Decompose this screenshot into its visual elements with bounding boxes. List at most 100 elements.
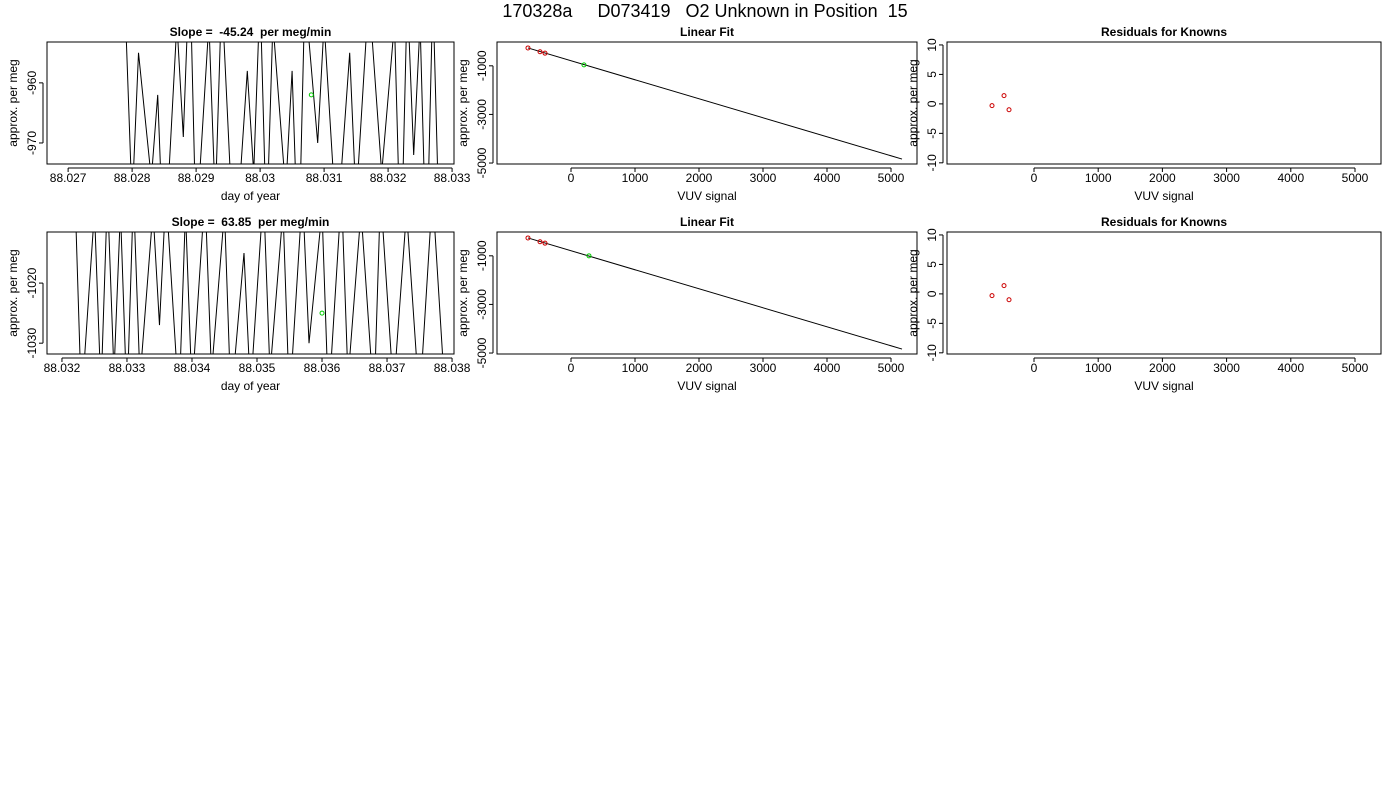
x-axis-title: day of year	[221, 189, 280, 203]
x-tick-label: 1000	[622, 361, 649, 375]
data-point	[586, 253, 592, 259]
y-axis-title: approx. per meg	[906, 249, 920, 336]
x-tick-label: 4000	[814, 361, 841, 375]
x-axis-title: day of year	[221, 379, 280, 393]
data-point	[1001, 93, 1007, 99]
x-tick-label: 2000	[686, 171, 713, 185]
y-axis-title: approx. per meg	[6, 59, 20, 146]
x-axis-title: VUV signal	[677, 189, 736, 203]
y-tick-label: -970	[25, 131, 39, 155]
panel-title: Residuals for Knowns	[1101, 215, 1227, 229]
panel-title: Slope = -45.24 per meg/min	[170, 25, 332, 39]
x-tick-label: 4000	[1277, 361, 1304, 375]
y-tick-label: 10	[925, 38, 939, 52]
x-tick-label: 1000	[1085, 171, 1112, 185]
x-tick-label: 3000	[750, 171, 777, 185]
y-tick-label: -3000	[475, 99, 489, 130]
x-tick-label: 2000	[1149, 171, 1176, 185]
plot-frame	[496, 41, 918, 165]
y-tick-label: -960	[25, 71, 39, 95]
x-tick-label: 2000	[686, 361, 713, 375]
data-point	[1006, 297, 1012, 303]
x-axis-title: VUV signal	[677, 379, 736, 393]
x-tick-label: 5000	[1342, 171, 1369, 185]
x-tick-label: 0	[568, 171, 575, 185]
panel: Residuals for Knowns VUV signal approx. pe…	[906, 25, 1382, 203]
data-point	[989, 293, 995, 299]
data-point	[537, 239, 543, 245]
x-tick-label: 88.037	[369, 361, 406, 375]
panel-title: Residuals for Knowns	[1101, 25, 1227, 39]
x-tick-label: 5000	[878, 171, 905, 185]
plot-frame	[46, 41, 455, 165]
x-tick-label: 88.034	[174, 361, 211, 375]
x-tick-label: 1000	[1085, 361, 1112, 375]
plot-area	[125, 42, 438, 164]
y-tick-label: -3000	[475, 289, 489, 320]
x-tick-label: 88.035	[239, 361, 276, 375]
plot-area	[75, 232, 444, 354]
data-point	[319, 310, 325, 316]
x-tick-label: 5000	[1342, 361, 1369, 375]
x-tick-label: 3000	[1213, 171, 1240, 185]
y-tick-label: -1020	[25, 267, 39, 298]
x-tick-label: 88.031	[306, 171, 343, 185]
plot-area	[525, 235, 903, 350]
data-point	[1001, 283, 1007, 289]
data-line	[527, 237, 903, 350]
y-tick-label: -5	[925, 128, 939, 139]
x-tick-label: 0	[568, 361, 575, 375]
x-tick-label: 0	[1031, 361, 1038, 375]
x-tick-label: 88.038	[434, 361, 471, 375]
x-axis-title: VUV signal	[1134, 189, 1193, 203]
data-point	[1006, 107, 1012, 113]
y-tick-label: 0	[925, 100, 939, 107]
y-tick-label: -10	[925, 344, 939, 362]
x-tick-label: 88.033	[434, 171, 471, 185]
y-tick-label: -5000	[475, 337, 489, 368]
data-point	[542, 240, 548, 246]
x-tick-label: 88.027	[50, 171, 87, 185]
y-tick-label: -5000	[475, 147, 489, 178]
y-tick-label: -1030	[25, 328, 39, 359]
data-point	[308, 92, 314, 98]
x-tick-label: 5000	[878, 361, 905, 375]
y-tick-label: -5	[925, 318, 939, 329]
x-tick-label: 88.032	[44, 361, 81, 375]
panel-title: Linear Fit	[680, 25, 734, 39]
x-tick-label: 4000	[814, 171, 841, 185]
y-tick-label: 10	[925, 228, 939, 242]
x-tick-label: 88.032	[370, 171, 407, 185]
data-point	[525, 235, 531, 241]
y-tick-label: 5	[925, 261, 939, 268]
x-tick-label: 88.03	[245, 171, 275, 185]
data-point	[542, 50, 548, 56]
main-title: 170328a D073419 O2 Unknown in Position 1…	[502, 1, 907, 21]
y-tick-label: 0	[925, 290, 939, 297]
x-tick-label: 88.036	[304, 361, 341, 375]
panel-title: Slope = 63.85 per meg/min	[172, 215, 330, 229]
panel: Linear Fit VUV signal approx. per meg 0 1000…	[456, 25, 918, 203]
y-axis-title: approx. per meg	[906, 59, 920, 146]
y-tick-label: 5	[925, 71, 939, 78]
y-tick-label: -1000	[475, 240, 489, 271]
x-tick-label: 3000	[1213, 361, 1240, 375]
data-point	[525, 45, 531, 51]
y-axis-title: approx. per meg	[456, 249, 470, 336]
data-point	[537, 49, 543, 55]
plot-frame	[496, 231, 918, 355]
x-tick-label: 88.028	[114, 171, 151, 185]
x-tick-label: 88.029	[178, 171, 215, 185]
x-tick-label: 3000	[750, 361, 777, 375]
panel: Slope = -45.24 per meg/min day of year app…	[6, 25, 471, 203]
x-tick-label: 0	[1031, 171, 1038, 185]
x-tick-label: 2000	[1149, 361, 1176, 375]
plot-area	[989, 283, 1012, 303]
x-tick-label: 4000	[1277, 171, 1304, 185]
panel: Linear Fit VUV signal approx. per meg 0 1000…	[456, 215, 918, 393]
y-axis-title: approx. per meg	[6, 249, 20, 336]
data-point	[989, 103, 995, 109]
x-tick-label: 1000	[622, 171, 649, 185]
plot-area	[989, 93, 1012, 113]
